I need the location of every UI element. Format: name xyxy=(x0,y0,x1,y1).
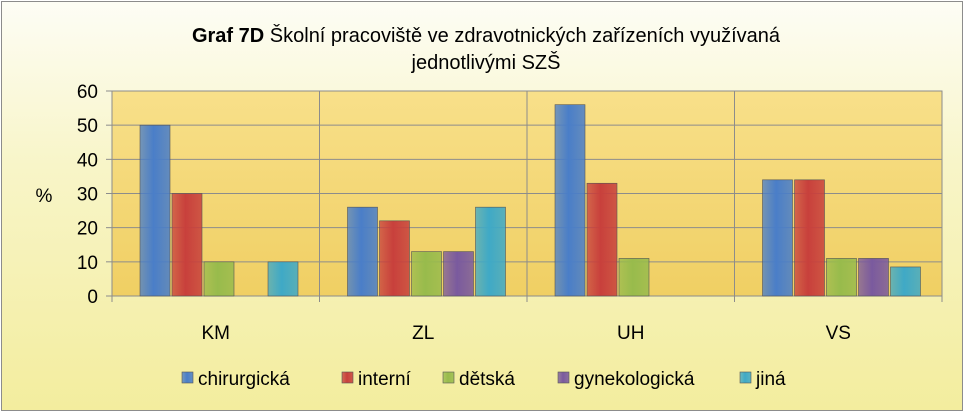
legend: chirurgická interní dětská gynekologická jin… xyxy=(181,369,786,390)
chart-title: Graf 7D Školní pracoviště ve zdravotnick… xyxy=(192,24,781,47)
bar-dtsk-KM xyxy=(203,261,235,297)
bar-dtsk-VS xyxy=(826,258,857,297)
legend-item: chirurgická xyxy=(181,369,290,390)
legend-item: dětská xyxy=(442,369,515,390)
y-tick-label: 0 xyxy=(87,287,98,308)
legend-item: gynekologická xyxy=(557,369,695,390)
legend-swatch xyxy=(181,371,194,384)
y-tick-label: 10 xyxy=(77,253,98,274)
legend-item: jiná xyxy=(739,369,786,390)
bar-intern-UH xyxy=(586,182,618,297)
legend-label: jiná xyxy=(755,369,786,390)
bar-chirurgick-KM xyxy=(139,124,171,297)
x-category-label: KM xyxy=(202,323,231,344)
legend-swatch xyxy=(557,371,570,384)
y-tick-label: 40 xyxy=(77,150,98,171)
bar-gynekologick-ZL xyxy=(443,251,474,297)
legend-swatch xyxy=(341,371,354,384)
x-category-label: ZL xyxy=(412,323,434,344)
legend-label: dětská xyxy=(459,369,515,390)
legend-label: chirurgická xyxy=(198,369,290,390)
legend-item: interní xyxy=(341,369,412,390)
chart-title-line1: Školní pracoviště ve zdravotnických zaří… xyxy=(270,24,781,47)
bar-intern-ZL xyxy=(379,220,410,297)
bar-dtsk-UH xyxy=(618,258,650,297)
legend-label: interní xyxy=(358,369,412,390)
x-category-label: UH xyxy=(617,323,644,344)
chart-title-bold: Graf 7D xyxy=(192,25,264,47)
bar-gynekologick-VS xyxy=(858,258,889,297)
bars xyxy=(139,104,921,297)
y-tick-label: 50 xyxy=(77,116,98,137)
bar-intern-KM xyxy=(171,193,203,297)
bar-dtsk-ZL xyxy=(411,251,442,297)
y-axis-label: % xyxy=(36,186,53,207)
legend-swatch xyxy=(739,371,752,384)
axes: 0 10 20 30 40 50 60 KM ZL UH VS xyxy=(77,82,943,344)
y-tick-label: 30 xyxy=(77,185,98,206)
bar-chirurgick-ZL xyxy=(347,206,378,297)
bar-jin-KM xyxy=(267,261,299,297)
legend-label: gynekologická xyxy=(574,369,695,390)
x-category-label: VS xyxy=(826,323,851,344)
bar-jin-ZL xyxy=(475,206,506,297)
y-tick-label: 60 xyxy=(77,82,98,103)
legend-swatch xyxy=(442,371,455,384)
chart-title-line2: jednotlivými SZŠ xyxy=(411,51,561,74)
bar-jin-VS xyxy=(890,266,921,297)
bar-chirurgick-VS xyxy=(762,179,793,297)
bar-chirurgick-UH xyxy=(554,104,586,297)
bar-intern-VS xyxy=(794,179,825,297)
y-tick-label: 20 xyxy=(77,219,98,240)
